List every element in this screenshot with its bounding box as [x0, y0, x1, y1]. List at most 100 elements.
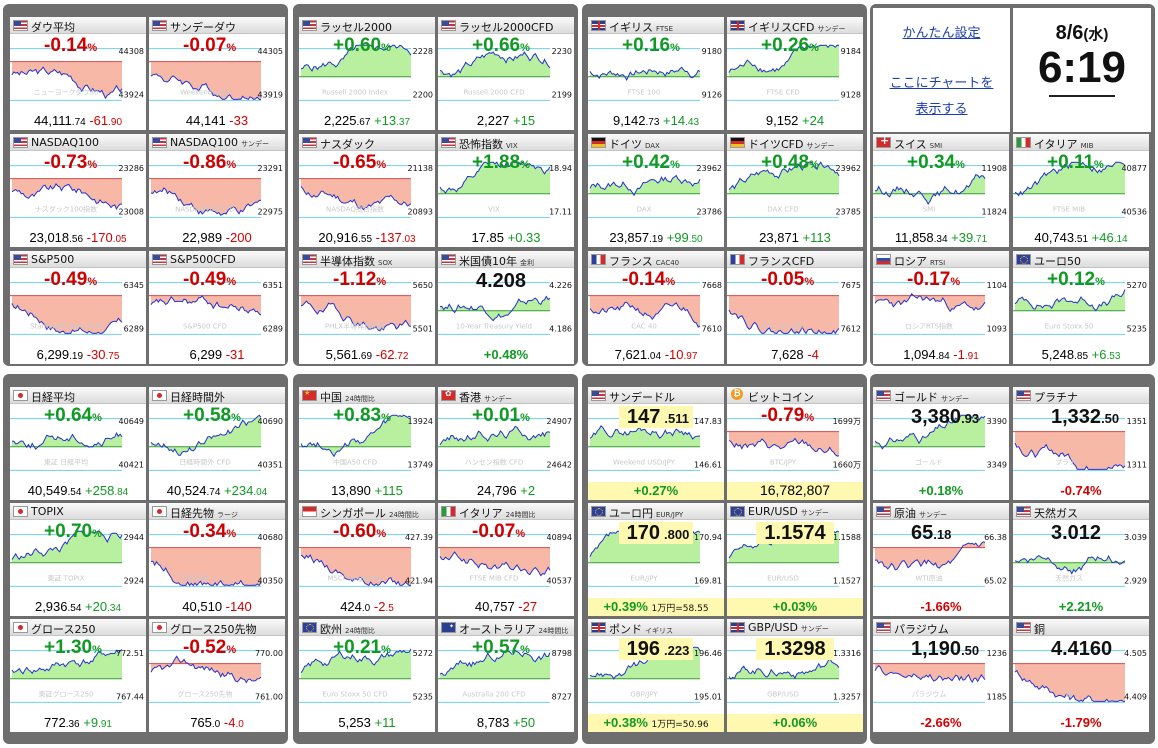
tile-nasdaq100[interactable]: NASDAQ100 ナスダック100指数 23286 23008 -0.73% 23,01… — [10, 134, 146, 247]
tile-percent-change: +0.34% — [907, 152, 965, 174]
easy-settings-link[interactable]: かんたん設定 — [902, 26, 981, 41]
tile-title-text: NASDAQ100 — [170, 136, 238, 149]
tile-title: ユーロ円 EUR/JPY — [609, 505, 683, 521]
chart-low-label: 146.61 — [694, 460, 722, 469]
tile-price-row: 40,757 -27 — [438, 599, 574, 614]
tile-dax-cfd[interactable]: ドイツCFD サンデー DAX CFD 23962 23785 +0.48% 23,871 … — [727, 134, 863, 247]
tile-eurjpy[interactable]: ユーロ円 EUR/JPY EUR/JPY 170.94 169.81 170.800 +0.… — [588, 503, 724, 616]
chart-watermark: ゴールド — [915, 457, 943, 466]
tile-change: +2 — [520, 483, 535, 498]
tile-title-text: 日経時間外 — [170, 391, 225, 404]
tile-euro50[interactable]: ユーロ50 Euro Stoxx 50 5270 5235 +0.12% 5,248.85… — [1013, 251, 1149, 364]
tile-gbpjpy[interactable]: ポンド イギリス GBP/JPY 196.46 195.01 196.223 +0.38% … — [588, 619, 724, 732]
tile-nikkei[interactable]: 日経平均 東証 日経平均 40649 40421 +0.64% 40,549.54 +25… — [10, 387, 146, 500]
tile-price-row: 40,510 -140 — [149, 599, 285, 614]
tile-sp500-cfd[interactable]: S&P500CFD S&P500 CFD 6351 6289 -0.49% 6,299 -… — [149, 251, 285, 364]
tile-change: -10.97 — [665, 347, 698, 362]
tile-italy[interactable]: イタリア 24時間比 FTSE MIB CFD 40894 40537 -0.07% 40,… — [438, 503, 574, 616]
tile-percent-value: +1.88 — [472, 152, 521, 173]
tile-nasdaq100-sunday[interactable]: NASDAQ100 サンデー NASDAQ100 CFD 23291 22975 -0.8… — [149, 134, 285, 247]
tile-change-value: +115 — [374, 483, 403, 498]
tile-nikkei-futures[interactable]: 日経先物 ラージ 日経先物 ラージ 40680 40350 -0.34% 40,510 -1… — [149, 503, 285, 616]
tile-percent-unit: % — [515, 528, 526, 540]
tile-price-row: 6,299.19 -30.75 — [10, 347, 146, 362]
tile-platinum[interactable]: プラチナ プラチナ 1351 1311 1,332.50 -0.74% — [1013, 387, 1149, 500]
tile-sunday-usdjpy[interactable]: サンデードル Weekend USD/JPY 147.83 146.61 147.511… — [588, 387, 724, 500]
tile-ftse[interactable]: イギリス FTSE FTSE 100 9180 9126 +0.16% 9,142.73 +… — [588, 17, 724, 130]
tile-us10y[interactable]: 米国債10年 金利 10-Year Treasury Yield 4.226 4.186… — [438, 251, 574, 364]
flag-eu-icon — [730, 506, 745, 517]
tile-nasdaq[interactable]: ナスダック NASDAQ総合指数 21138 20893 -0.65% 20,916.55… — [299, 134, 435, 247]
chart-fill-area — [1015, 663, 1125, 702]
flag-jp-icon — [13, 506, 28, 517]
tile-growth250-futures[interactable]: グロース250先物 グロース250先物 770.00 761.00 -0.52% 765.… — [149, 619, 285, 732]
tile-title: TOPIX — [31, 505, 64, 518]
tile-price: 24,796 — [476, 483, 517, 498]
tile-percent-unit: % — [376, 528, 387, 540]
tile-europe[interactable]: 欧州 24時間比 Euro Stoxx 50 CFD 5272 5235 +0.21% 5,… — [299, 619, 435, 732]
chart-price-line — [11, 530, 123, 561]
tile-percent-value: +0.57 — [472, 637, 521, 658]
tile-crude-oil[interactable]: 原油 サンデー WTI原油 66.38 65.02 65.18 -1.66% — [873, 503, 1009, 616]
tile-price: 424 — [340, 599, 362, 614]
tile-percent-value: +0.48% — [483, 347, 529, 362]
tile-chart: DAX CFD 23962 23785 — [727, 161, 861, 218]
tile-sox[interactable]: 半導体指数 SOX PHLX半導体株指数 5650 5501 -1.12% 5,561.69… — [299, 251, 435, 364]
tile-big-value: 1,332.50 — [1021, 406, 1141, 429]
tile-gold[interactable]: ゴールド サンデー ゴールド 3390 3349 3,380.93 +0.18% — [873, 387, 1009, 500]
tile-dow[interactable]: ダウ平均 ニューヨークダウ30 44308 43924 -0.14% 44,111.74 … — [10, 17, 146, 130]
tile-subtitle: SOX — [378, 259, 393, 267]
tile-nikkei-after-hours[interactable]: 日経時間外 日経時間外 CFD 40690 40351 +0.58% 40,524.74 … — [149, 387, 285, 500]
chart-watermark: PHLX半導体株指数 — [325, 321, 385, 330]
tile-percent-change: -0.74% — [1013, 483, 1149, 498]
tile-ftse-cfd[interactable]: イギリスCFD サンデー FTSE CFD 9184 9128 +0.26% 9,152 +… — [727, 17, 863, 130]
tile-percent-value: -0.79 — [761, 405, 805, 426]
flag-us-icon — [13, 137, 28, 148]
tile-header: 日経先物 ラージ — [149, 503, 285, 520]
tile-change-decimal: .91 — [964, 351, 979, 362]
tile-vix[interactable]: 恐怖指数 VIX VIX 18.94 17.11 +1.88% 17.85 +0.33 — [438, 134, 574, 247]
tile-growth250[interactable]: グロース250 東証グロース250 772.51 767.44 +1.30% 772.36… — [10, 619, 146, 732]
tile-topix[interactable]: TOPIX 東証 TOPIX 2944 2924 +0.70% 2,936.54 +20.… — [10, 503, 146, 616]
tile-eurusd[interactable]: EUR/USD サンデー EUR/USD 1.1588 1.1527 1.1574 +0.0… — [727, 503, 863, 616]
tile-price-row: 17.85 +0.33 — [438, 230, 574, 245]
tile-dax[interactable]: ドイツ DAX DAX 23962 23786 +0.42% 23,857.19 +99.5… — [588, 134, 724, 247]
tile-copper[interactable]: 銅銅 4.505 4.409 4.4160 -1.79% — [1013, 619, 1149, 732]
tile-sp500[interactable]: S&P500 Standard&Poor's500 6345 6289 -0.49% 6,… — [10, 251, 146, 364]
tile-palladium[interactable]: パラジウム パラジウム 1236 1185 1,190.50 -2.66% — [873, 619, 1009, 732]
tile-header: ドイツ DAX — [588, 134, 724, 151]
tile-bitcoin[interactable]: ビットコイン BTC/JPY 1699万 1660万 -0.79% 16,782,807 — [727, 387, 863, 500]
tile-title: パラジウム — [894, 621, 949, 637]
tile-cac40-cfd[interactable]: フランスCFD CAC 40 CFD 7675 7612 -0.05% 7,628 -4 — [727, 251, 863, 364]
flag-eu-icon — [591, 506, 606, 517]
tile-price: 7,628 — [771, 347, 804, 362]
tile-title: サンデードル — [609, 389, 675, 405]
tile-cac40[interactable]: フランス CAC40 CAC 40 7668 7610 -0.14% 7,621.04 -1… — [588, 251, 724, 364]
tile-subtitle: ラージ — [217, 511, 238, 519]
tile-title-text: イタリア — [1034, 138, 1078, 151]
tile-mib[interactable]: イタリア MIB FTSE MIB 40877 40536 +0.11% 40,743.51… — [1013, 134, 1149, 247]
tile-big-decimal: .223 — [664, 643, 690, 658]
tile-subtitle: MIB — [1080, 142, 1094, 150]
tile-title-text: 日経先物 — [170, 507, 214, 520]
tile-natural-gas[interactable]: 天然ガス 天然ガス 3.039 2.929 3.012 +2.21% — [1013, 503, 1149, 616]
tile-sunday-dow[interactable]: サンデーダウ Weekend Dow 44305 43919 -0.07% 44,141 … — [149, 17, 285, 130]
tile-price: 16,782,807 — [759, 482, 831, 498]
tile-subtitle: サンデー — [941, 395, 969, 403]
show-chart-link[interactable]: ここにチャートを 表示する — [873, 71, 1010, 123]
tile-big-value: 1,190.50 — [881, 638, 1001, 661]
tile-title: イタリア MIB — [1034, 136, 1093, 152]
tile-rtsi[interactable]: ロシア RTSI ロシアRTS指数 1104 1093 -0.17% 1,094.84 -1… — [873, 251, 1009, 364]
tile-price: 6,299 — [189, 347, 223, 362]
tile-singapore[interactable]: シンガポール 24時間比 MSCI Singapore 427.39 421.94 -0.… — [299, 503, 435, 616]
tile-russell2000[interactable]: ラッセル2000 Russell 2000 Index 2228 2200 +0.60%… — [299, 17, 435, 130]
flag-uk-icon — [591, 20, 606, 31]
tile-gbpusd[interactable]: GBP/USD サンデー GBP/USD 1.3316 1.3257 1.3298 +0.0… — [727, 619, 863, 732]
tile-russell2000-cfd[interactable]: ラッセル2000CFD Russell 2000 CFD 2230 2199 +0.66… — [438, 17, 574, 130]
tile-chart: 東証 TOPIX 2944 2924 — [10, 530, 144, 587]
